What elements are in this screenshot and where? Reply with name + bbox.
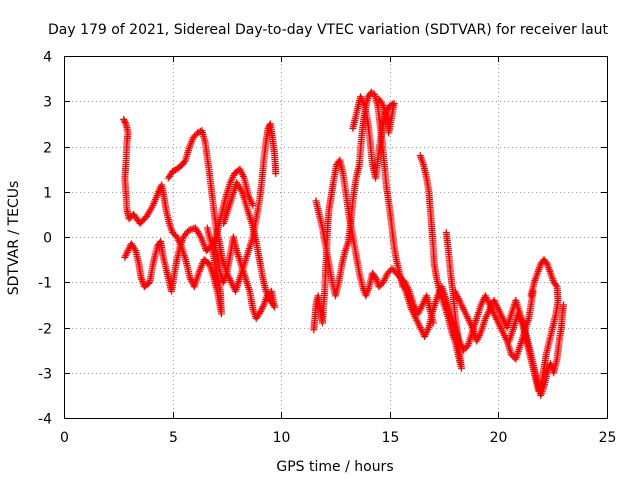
data-point: [121, 118, 129, 126]
tick-labels: 0 5 10 15 20 25 -4 -3 -2 -1 0 1 2 3 4: [38, 50, 616, 447]
y-tick-label: -1: [38, 276, 52, 292]
x-axis-label: GPS time / hours: [276, 459, 393, 475]
y-tick-label: 2: [43, 141, 52, 157]
series-track-i: [394, 269, 537, 363]
data-point: [122, 252, 130, 260]
y-tick-label: 0: [43, 231, 52, 247]
series-track-b: [121, 165, 257, 295]
data-point: [203, 224, 211, 232]
data-point: [505, 337, 513, 345]
x-tick-label: 15: [382, 430, 400, 446]
data-point: [375, 95, 383, 103]
data-point: [560, 301, 568, 309]
ticks: [64, 56, 608, 419]
data-point: [123, 248, 131, 256]
data-point: [120, 117, 128, 125]
data-point: [144, 279, 152, 287]
data-point: [210, 238, 218, 246]
x-tick-label: 25: [599, 430, 617, 446]
x-tick-label: 0: [60, 430, 69, 446]
data-point: [154, 188, 162, 196]
data-point: [376, 97, 384, 105]
x-tick-label: 10: [273, 430, 291, 446]
series-track-c: [164, 120, 280, 295]
x-tick-label: 5: [169, 430, 178, 446]
y-tick-label: 3: [43, 95, 52, 111]
y-tick-label: -2: [38, 322, 52, 338]
grid: [64, 56, 607, 418]
series-track-k: [505, 256, 562, 395]
series-track-e: [310, 156, 437, 334]
series-track-g: [349, 93, 398, 182]
series-track-d: [210, 179, 279, 322]
x-tick-label: 20: [490, 430, 508, 446]
data-point: [259, 303, 267, 311]
data-point: [272, 170, 280, 178]
y-tick-label: -4: [38, 412, 52, 428]
data-point: [120, 115, 128, 123]
series-track-j: [451, 287, 568, 399]
data-point: [122, 250, 130, 258]
data-point: [124, 247, 132, 255]
data-point: [258, 304, 266, 312]
y-tick-label: -3: [38, 367, 52, 383]
y-tick-label: 4: [43, 50, 52, 66]
data-points: [120, 88, 568, 399]
chart-title: Day 179 of 2021, Sidereal Day-to-day VTE…: [48, 22, 609, 38]
data-point: [121, 253, 129, 261]
data-point: [131, 245, 139, 253]
data-point: [552, 281, 560, 289]
y-tick-label: 1: [43, 186, 52, 202]
y-axis-label: SDTVAR / TECUs: [6, 181, 22, 296]
data-point: [181, 158, 189, 166]
data-point: [442, 228, 450, 236]
data-point: [260, 301, 268, 309]
